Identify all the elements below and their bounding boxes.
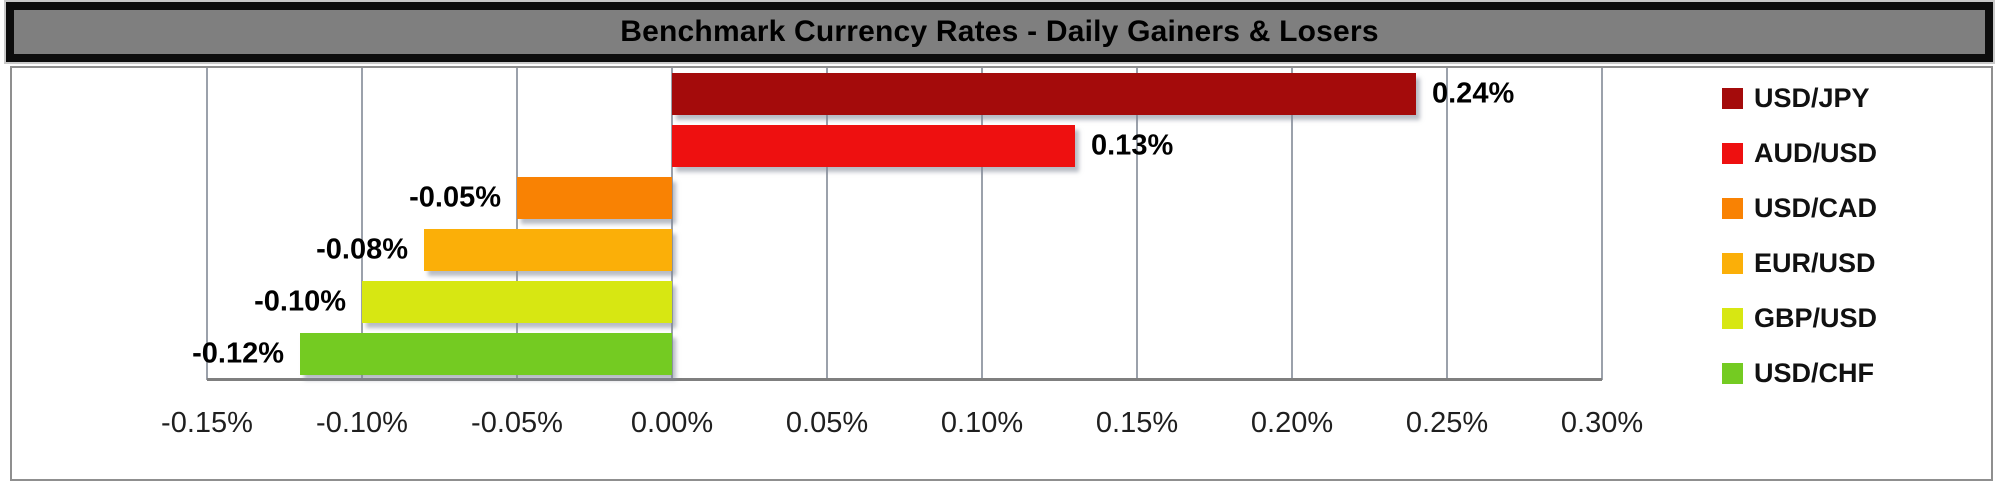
plot-area: 0.24% 0.13% -0.05% -0.08% -0.10% -0.12% — [192, 68, 1603, 381]
x-tick-label: -0.05% — [471, 407, 563, 439]
bar-value-label: -0.08% — [316, 233, 408, 266]
legend-item-usd-jpy: USD/JPY — [1722, 84, 1877, 112]
legend-item-aud-usd: AUD/USD — [1722, 139, 1877, 167]
bar-value-label: 0.24% — [1432, 77, 1515, 110]
bar-eur-usd — [424, 229, 672, 271]
gridline — [206, 68, 208, 380]
legend-label: USD/CHF — [1754, 357, 1874, 388]
legend-item-gbp-usd: GBP/USD — [1722, 304, 1877, 332]
x-axis: -0.15% -0.10% -0.05% 0.00% 0.05% 0.10% 0.15% 0.… — [161, 407, 1643, 448]
x-tick-label: 0.10% — [940, 407, 1024, 439]
gridline — [1291, 68, 1293, 380]
x-axis-line — [207, 378, 1602, 381]
legend-swatch-icon — [1722, 307, 1743, 329]
legend-swatch-icon — [1722, 362, 1743, 384]
gridline — [826, 68, 828, 380]
bar-gbp-usd — [362, 281, 672, 323]
gridline — [1446, 68, 1448, 380]
bar-value-label: 0.13% — [1091, 129, 1174, 162]
legend-swatch-icon — [1722, 197, 1743, 219]
legend-item-usd-chf: USD/CHF — [1722, 359, 1877, 387]
legend-label: GBP/USD — [1754, 302, 1878, 333]
gridline — [1136, 68, 1138, 380]
legend-item-eur-usd: EUR/USD — [1722, 249, 1877, 277]
legend: USD/JPY AUD/USD USD/CAD EUR/USD GBP/USD USD/C… — [1722, 84, 1877, 387]
legend-label: USD/CAD — [1754, 192, 1878, 223]
bar-value-label: -0.10% — [254, 285, 346, 318]
bar-aud-usd — [672, 125, 1075, 167]
chart-title-bar: Benchmark Currency Rates - Daily Gainers… — [4, 0, 1995, 64]
x-tick-label: -0.15% — [161, 407, 253, 439]
gridline — [361, 68, 363, 380]
x-tick-label: -0.10% — [316, 407, 408, 439]
bar-usd-jpy — [672, 73, 1416, 115]
x-tick-label: 0.15% — [1095, 407, 1179, 439]
gridline — [516, 68, 518, 380]
legend-label: USD/JPY — [1754, 82, 1870, 113]
legend-swatch-icon — [1722, 252, 1743, 274]
x-tick-label: 0.30% — [1560, 407, 1644, 439]
legend-label: EUR/USD — [1754, 247, 1876, 278]
x-tick-label: 0.05% — [785, 407, 869, 439]
legend-swatch-icon — [1722, 142, 1743, 164]
chart-title: Benchmark Currency Rates - Daily Gainers… — [620, 15, 1379, 48]
x-tick-label: 0.20% — [1250, 407, 1334, 439]
legend-item-usd-cad: USD/CAD — [1722, 194, 1877, 222]
gridline — [981, 68, 983, 380]
legend-label: AUD/USD — [1754, 137, 1878, 168]
bar-usd-cad — [517, 177, 672, 219]
bar-value-label: -0.12% — [192, 337, 284, 370]
legend-swatch-icon — [1722, 87, 1743, 109]
gridline — [671, 68, 673, 380]
bar-value-label: -0.05% — [409, 181, 501, 214]
bar-usd-chf — [300, 333, 672, 375]
x-tick-label: 0.00% — [630, 407, 714, 439]
x-tick-label: 0.25% — [1405, 407, 1489, 439]
gridline — [1601, 68, 1603, 380]
